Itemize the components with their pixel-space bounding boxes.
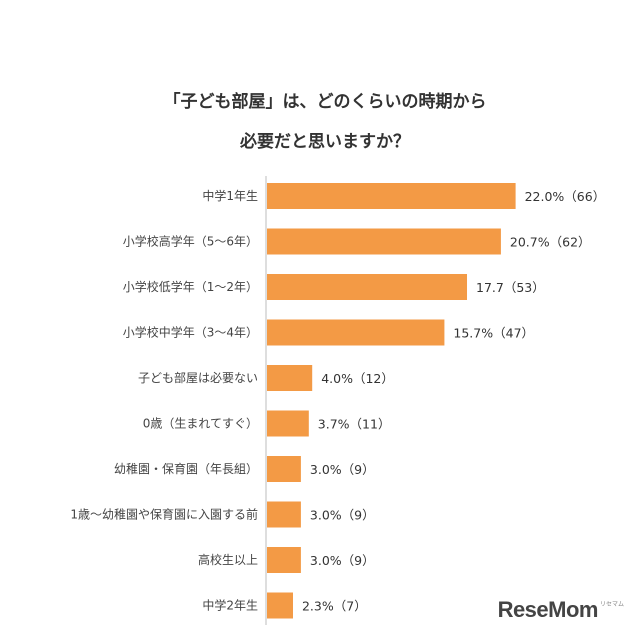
value-label: 22.0%（66） [525, 189, 606, 204]
value-label: 3.0%（9） [310, 462, 375, 477]
bar [267, 319, 445, 346]
category-label: 小学校中学年（3～4年） [123, 325, 258, 340]
chart-title-line-2: 必要だと思いますか？ [239, 131, 410, 152]
category-label: 1歳～幼稚園や保育園に入園する前 [70, 507, 258, 522]
category-label: 中学1年生 [202, 188, 258, 203]
value-label: 3.0%（9） [310, 508, 375, 523]
logo-subtext: リセマム [599, 601, 624, 608]
logo-text: ReseMom [497, 597, 599, 622]
bar [267, 183, 516, 209]
bar [267, 501, 301, 528]
category-label: 子ども部屋は必要ない [138, 370, 258, 385]
bar [267, 410, 309, 437]
category-label: 高校生以上 [198, 552, 258, 567]
value-label: 20.7%（62） [510, 235, 591, 250]
value-label: 3.7%（11） [318, 417, 391, 432]
bar [267, 228, 501, 255]
value-label: 3.0%（9） [310, 553, 375, 568]
category-label: 0歳（生まれてすぐ） [143, 417, 258, 431]
chart-title-line-1: 「子ども部屋」は、どのくらいの時期から [164, 91, 487, 112]
bar [267, 547, 301, 573]
value-label: 2.3%（7） [302, 599, 367, 614]
resemom-logo: ReseMom リセマム [498, 597, 624, 623]
value-label: 15.7%（47） [453, 326, 534, 341]
bar [267, 274, 468, 300]
category-label: 幼稚園・保育園（年長組） [114, 461, 258, 476]
bar [267, 365, 313, 391]
value-label: 17.7（53） [476, 280, 545, 295]
value-label: 4.0%（12） [321, 371, 394, 386]
bar [267, 592, 293, 619]
category-label: 小学校高学年（5～6年） [123, 234, 258, 249]
category-label: 小学校低学年（1～2年） [123, 279, 258, 294]
category-label: 中学2年生 [202, 598, 258, 613]
bar [267, 456, 301, 482]
